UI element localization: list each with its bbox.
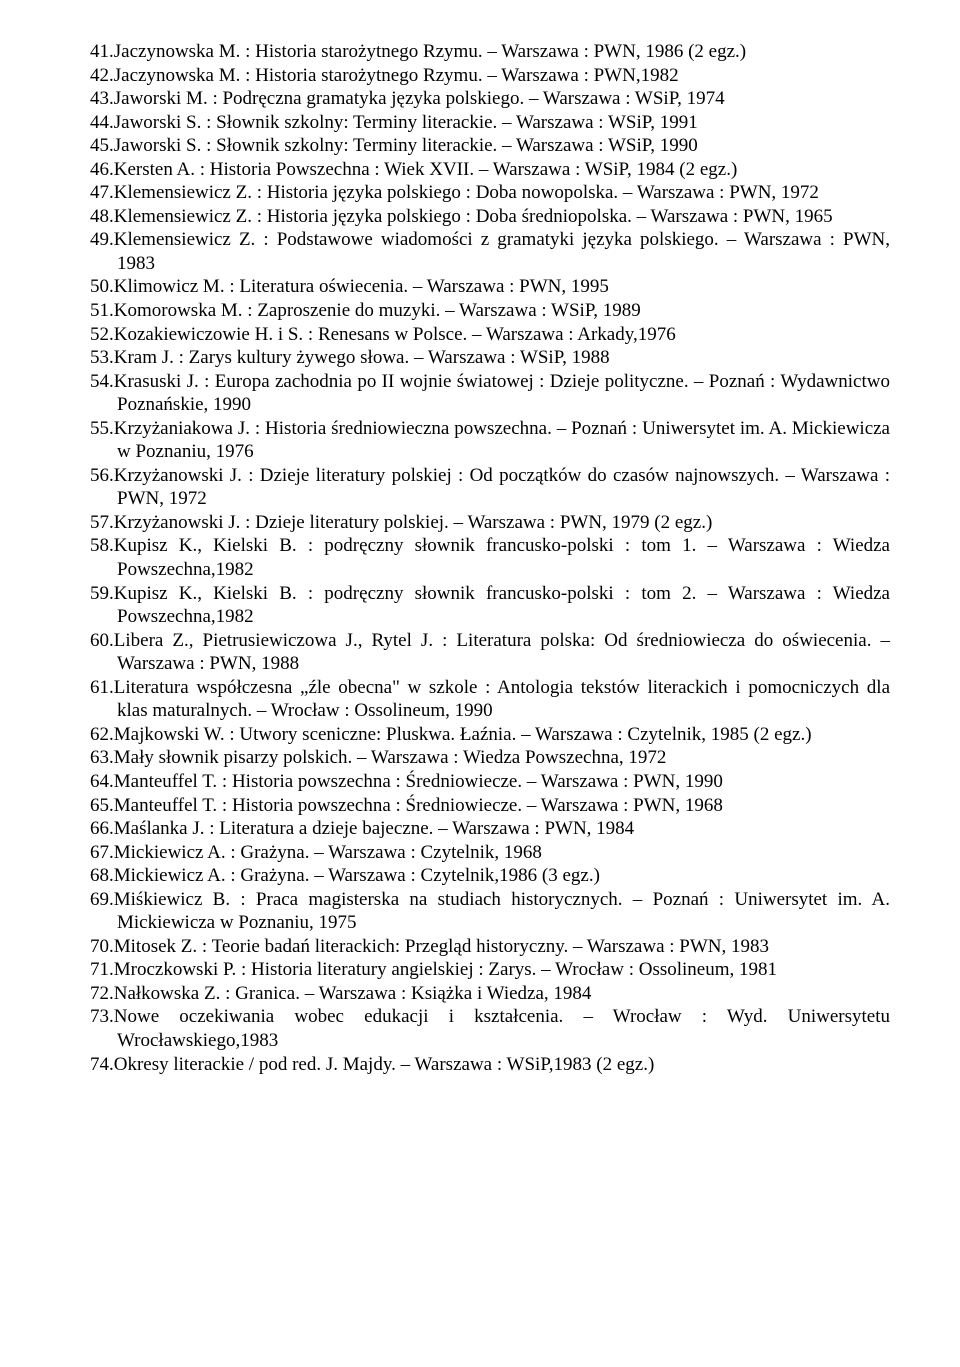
document-page: 41.Jaczynowska M. : Historia starożytneg… [0,0,960,1116]
bibliography-entry: 68.Mickiewicz A. : Grażyna. – Warszawa :… [90,864,890,888]
bibliography-entry: 53.Kram J. : Zarys kultury żywego słowa.… [90,346,890,370]
bibliography-entry: 61.Literatura współczesna „źle obecna" w… [90,676,890,723]
bibliography-entry: 63.Mały słownik pisarzy polskich. – Wars… [90,746,890,770]
bibliography-entry: 70.Mitosek Z. : Teorie badań literackich… [90,935,890,959]
bibliography-entry: 73.Nowe oczekiwania wobec edukacji i ksz… [90,1005,890,1052]
bibliography-entry: 64.Manteuffel T. : Historia powszechna :… [90,770,890,794]
bibliography-entry: 43.Jaworski M. : Podręczna gramatyka jęz… [90,87,890,111]
bibliography-entry: 56.Krzyżanowski J. : Dzieje literatury p… [90,464,890,511]
bibliography-entry: 49.Klemensiewicz Z. : Podstawowe wiadomo… [90,228,890,275]
bibliography-entry: 60.Libera Z., Pietrusiewiczowa J., Rytel… [90,629,890,676]
bibliography-entry: 42.Jaczynowska M. : Historia starożytneg… [90,64,890,88]
bibliography-entry: 45.Jaworski S. : Słownik szkolny: Termin… [90,134,890,158]
bibliography-entry: 74.Okresy literackie / pod red. J. Majdy… [90,1053,890,1077]
bibliography-entry: 47.Klemensiewicz Z. : Historia języka po… [90,181,890,205]
bibliography-entry: 51.Komorowska M. : Zaproszenie do muzyki… [90,299,890,323]
bibliography-entry: 41.Jaczynowska M. : Historia starożytneg… [90,40,890,64]
bibliography-entry: 50.Klimowicz M. : Literatura oświecenia.… [90,275,890,299]
bibliography-entry: 65.Manteuffel T. : Historia powszechna :… [90,794,890,818]
bibliography-entry: 54.Krasuski J. : Europa zachodnia po II … [90,370,890,417]
bibliography-entry: 59.Kupisz K., Kielski B. : podręczny sło… [90,582,890,629]
bibliography-entry: 48.Klemensiewicz Z. : Historia języka po… [90,205,890,229]
bibliography-entry: 72.Nałkowska Z. : Granica. – Warszawa : … [90,982,890,1006]
bibliography-entry: 66.Maślanka J. : Literatura a dzieje baj… [90,817,890,841]
bibliography-entry: 52.Kozakiewiczowie H. i S. : Renesans w … [90,323,890,347]
bibliography-entry: 55.Krzyżaniakowa J. : Historia średniowi… [90,417,890,464]
bibliography-entry: 62.Majkowski W. : Utwory sceniczne: Plus… [90,723,890,747]
bibliography-entry: 46.Kersten A. : Historia Powszechna : Wi… [90,158,890,182]
bibliography-entry: 69.Miśkiewicz B. : Praca magisterska na … [90,888,890,935]
bibliography-entry: 71.Mroczkowski P. : Historia literatury … [90,958,890,982]
bibliography-entry: 44.Jaworski S. : Słownik szkolny: Termin… [90,111,890,135]
bibliography-entry: 67.Mickiewicz A. : Grażyna. – Warszawa :… [90,841,890,865]
bibliography-entry: 58.Kupisz K., Kielski B. : podręczny sło… [90,534,890,581]
bibliography-entry: 57.Krzyżanowski J. : Dzieje literatury p… [90,511,890,535]
